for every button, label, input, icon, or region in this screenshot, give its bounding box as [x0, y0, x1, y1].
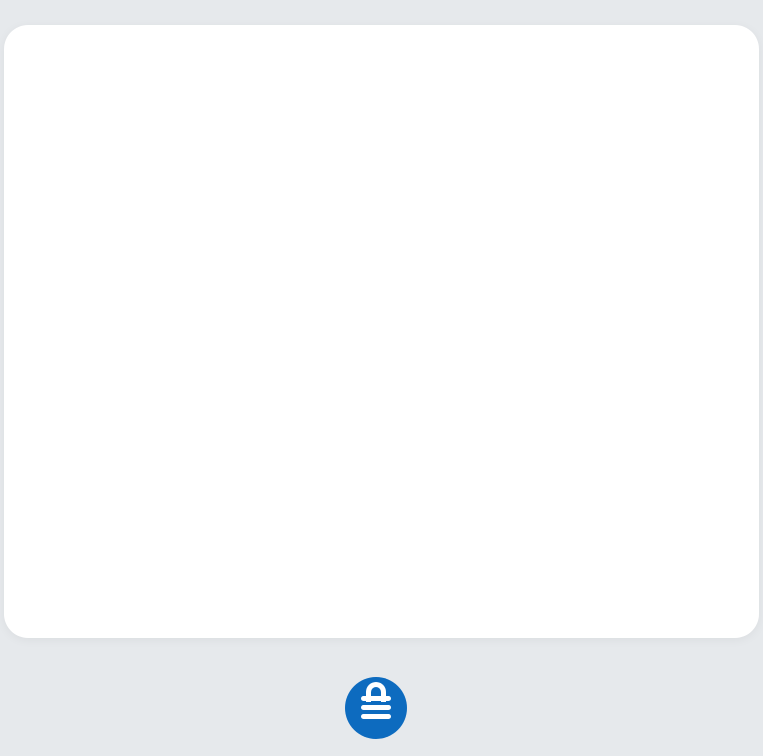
chart-card: [4, 25, 759, 638]
inner-hole: [363, 374, 439, 450]
lock-icon: [345, 677, 407, 739]
donut: [221, 232, 581, 592]
brand-logo: [0, 673, 763, 743]
pie-chart: [4, 25, 759, 638]
